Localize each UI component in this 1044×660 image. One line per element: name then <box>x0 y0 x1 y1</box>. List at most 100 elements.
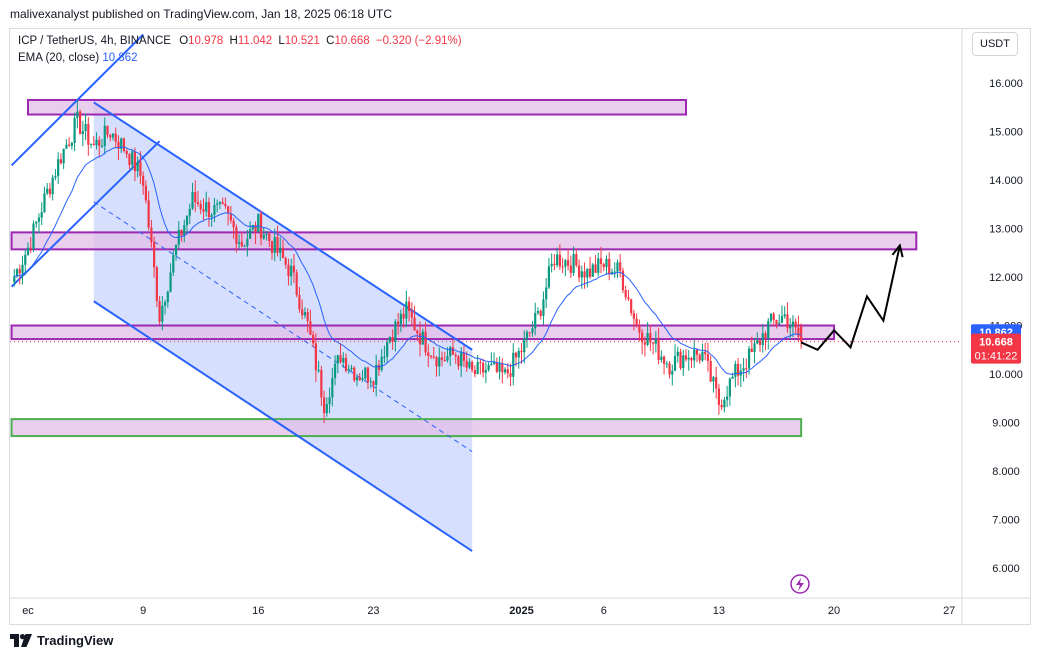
candle-body <box>84 123 87 132</box>
candle-body <box>251 224 254 230</box>
candle-body <box>136 161 139 172</box>
current-price-tag <box>971 333 1021 364</box>
candle-body <box>87 123 90 145</box>
candle-body <box>580 271 583 278</box>
candle-body <box>597 258 600 273</box>
x-tick-label: 13 <box>713 605 725 617</box>
candle-body <box>440 357 444 360</box>
candle-body <box>125 150 128 155</box>
candle-body <box>312 334 315 344</box>
candle-body <box>712 377 715 382</box>
open-label: O <box>179 35 189 47</box>
candle-body <box>98 139 101 146</box>
candle-body <box>728 378 731 397</box>
symbol-label[interactable]: ICP / TetherUS, 4h, BINANCE <box>18 35 171 47</box>
x-tick-label: 23 <box>367 605 379 617</box>
flash-icon-ring <box>790 574 810 594</box>
candle-body <box>492 362 496 365</box>
candle-body <box>218 202 222 204</box>
candle-body <box>380 356 383 371</box>
candle-body <box>662 356 666 364</box>
candle-body <box>706 354 710 361</box>
candle-body <box>224 203 227 207</box>
candle-body <box>386 342 389 357</box>
candle-body <box>484 370 487 373</box>
candle-body <box>427 352 430 356</box>
falling-channel-mid-line <box>93 201 473 453</box>
candle-body <box>232 220 235 228</box>
candle-body <box>78 111 82 135</box>
ema-legend: EMA (20, close) 10.862 <box>18 52 138 64</box>
candle-body <box>106 125 109 136</box>
candle-body <box>347 369 350 371</box>
candle-body <box>358 377 361 380</box>
candle-body <box>572 254 575 273</box>
candle-body <box>243 246 246 248</box>
candle-body <box>235 227 238 244</box>
candle-body <box>70 142 73 146</box>
candle-body <box>416 330 419 334</box>
candle-body <box>671 370 674 375</box>
candle-body <box>372 381 375 385</box>
candle-body <box>745 368 748 370</box>
candle-body <box>317 370 320 372</box>
candle-body <box>144 185 147 201</box>
candle-body <box>789 326 792 329</box>
candle-body <box>388 337 391 343</box>
candle-body <box>569 265 572 273</box>
candle-body <box>89 143 93 145</box>
current-price-tag-text: 10.668 <box>979 337 1013 349</box>
candle-body <box>498 363 501 372</box>
candle-body <box>254 224 257 232</box>
candle-body <box>613 271 616 273</box>
candle-body <box>139 161 142 176</box>
candle-body <box>40 212 43 218</box>
candle-body <box>460 352 463 367</box>
candle-body <box>205 202 208 212</box>
tradingview-logo-icon <box>10 634 32 647</box>
candle-body <box>57 159 60 177</box>
candle-body <box>111 133 115 138</box>
candle-body <box>95 139 98 145</box>
candle-body <box>575 254 578 266</box>
candle-body <box>761 333 764 345</box>
candle-body <box>320 370 323 398</box>
candle-body <box>229 213 232 221</box>
candle-body <box>73 117 76 143</box>
tradingview-logo[interactable]: TradingView <box>10 633 113 648</box>
candle-body <box>542 299 545 316</box>
candle-body <box>161 305 164 322</box>
candle-body <box>610 271 614 275</box>
candle-body <box>103 125 106 146</box>
candle-body <box>279 247 282 253</box>
candle-body <box>221 202 224 204</box>
candle-body <box>397 321 400 325</box>
candle-body <box>778 322 781 325</box>
chart-frame <box>9 28 1031 625</box>
candle-body <box>556 254 559 266</box>
candle-body <box>586 268 589 278</box>
candle-body <box>259 213 263 239</box>
candle-body <box>797 327 800 337</box>
candle-body <box>366 367 370 382</box>
y-tick-label: 8.000 <box>992 466 1020 478</box>
candle-body <box>715 377 718 389</box>
y-tick-label: 14.000 <box>989 175 1023 187</box>
candle-body <box>207 202 211 218</box>
candle-body <box>769 313 773 321</box>
candle-body <box>147 200 150 228</box>
candle-body <box>747 348 751 369</box>
x-tick-label: 20 <box>828 605 840 617</box>
candle-body <box>350 367 353 370</box>
y-tick-label: 15.000 <box>989 127 1023 139</box>
candle-body <box>323 397 326 414</box>
currency-button[interactable]: USDT <box>972 32 1018 56</box>
candle-body <box>361 378 364 380</box>
candle-body <box>273 237 276 253</box>
x-tick-label: 9 <box>140 605 146 617</box>
candle-body <box>13 276 16 282</box>
ema-label[interactable]: EMA (20, close) <box>18 52 100 64</box>
candle-body <box>339 355 342 363</box>
candle-body <box>46 188 49 194</box>
